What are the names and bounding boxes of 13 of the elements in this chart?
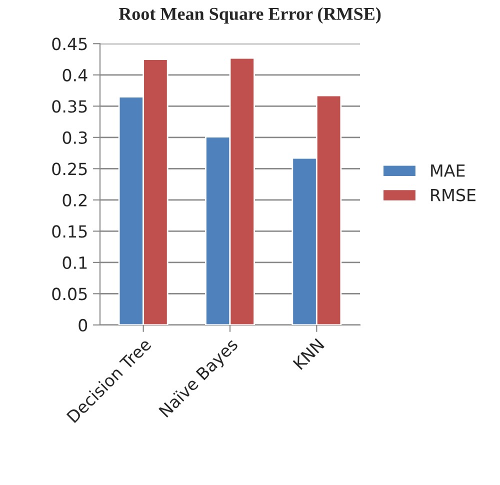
- legend-label: MAE: [431, 164, 465, 177]
- y-tick-label: 0.25: [52, 162, 87, 176]
- y-tick-label: 0.4: [62, 68, 88, 82]
- y-tick-label: 0.15: [52, 225, 87, 238]
- legend-label: RMSE: [431, 188, 476, 202]
- y-tick-label: 0: [78, 318, 88, 332]
- y-tick-label: 0.2: [62, 194, 87, 206]
- y-tick-label: 0.35: [52, 100, 87, 113]
- chart-title: Root Mean Square Error (RMSE): [118, 7, 381, 24]
- y-tick-label: 0.1: [62, 256, 87, 270]
- y-tick-label: 0.3: [62, 131, 87, 144]
- y-tick-label: 0.45: [52, 38, 87, 50]
- y-tick-label: 0.05: [52, 288, 87, 300]
